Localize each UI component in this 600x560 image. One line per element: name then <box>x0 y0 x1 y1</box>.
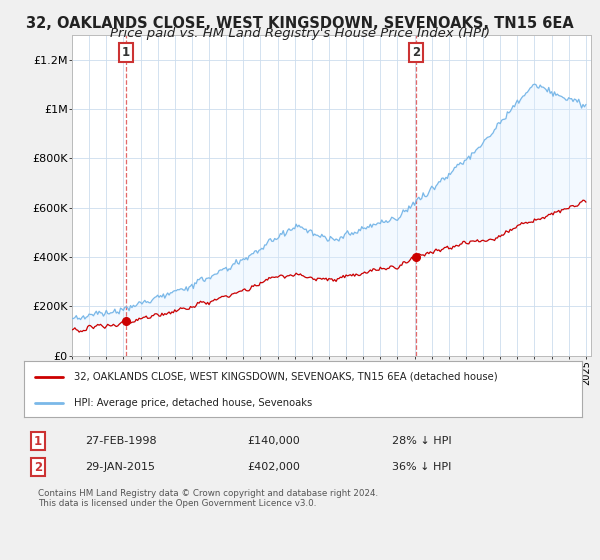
Text: 32, OAKLANDS CLOSE, WEST KINGSDOWN, SEVENOAKS, TN15 6EA: 32, OAKLANDS CLOSE, WEST KINGSDOWN, SEVE… <box>26 16 574 31</box>
Text: 36% ↓ HPI: 36% ↓ HPI <box>392 462 452 472</box>
Text: £402,000: £402,000 <box>247 462 300 472</box>
Text: 1: 1 <box>122 46 130 59</box>
Text: 2: 2 <box>34 461 42 474</box>
Text: £140,000: £140,000 <box>247 436 300 446</box>
Text: Contains HM Land Registry data © Crown copyright and database right 2024.
This d: Contains HM Land Registry data © Crown c… <box>38 489 378 508</box>
Text: 32, OAKLANDS CLOSE, WEST KINGSDOWN, SEVENOAKS, TN15 6EA (detached house): 32, OAKLANDS CLOSE, WEST KINGSDOWN, SEVE… <box>74 372 498 382</box>
Text: Price paid vs. HM Land Registry's House Price Index (HPI): Price paid vs. HM Land Registry's House … <box>110 27 490 40</box>
Text: 1: 1 <box>34 435 42 448</box>
Text: 28% ↓ HPI: 28% ↓ HPI <box>392 436 452 446</box>
Text: 29-JAN-2015: 29-JAN-2015 <box>85 462 155 472</box>
Text: 2: 2 <box>412 46 420 59</box>
Text: HPI: Average price, detached house, Sevenoaks: HPI: Average price, detached house, Seve… <box>74 398 313 408</box>
Text: 27-FEB-1998: 27-FEB-1998 <box>85 436 157 446</box>
